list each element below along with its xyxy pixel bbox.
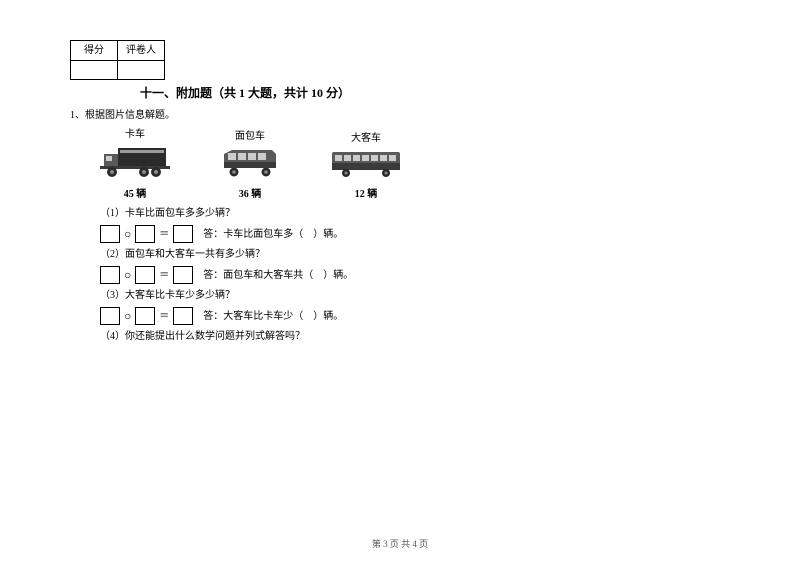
score-label: 得分 [71,41,118,61]
eq3-box3 [173,307,193,325]
eq3-equals: ＝ [159,309,169,324]
equation-2: ○ ＝ 答：面包车和大客车共（ ）辆。 [100,266,730,284]
truck-icon [100,146,170,183]
equation-3: ○ ＝ 答：大客车比卡车少（ ）辆。 [100,307,730,325]
score-box: 得分 评卷人 [70,40,165,80]
eq1-box3 [173,225,193,243]
eq2-box1 [100,266,120,284]
question-intro: 1、根据图片信息解题。 [70,108,730,123]
minibus-icon [220,148,280,183]
sub-q2: （2）面包车和大客车一共有多少辆？ [100,247,730,262]
eq3-answer: 答：大客车比卡车少（ ）辆。 [203,309,343,324]
vehicle-row: 卡车 45 辆 面包车 [100,127,730,202]
grader-label: 评卷人 [118,41,165,61]
truck-label: 卡车 [100,127,170,142]
page-footer: 第 3 页 共 4 页 [0,537,800,550]
truck-count: 45 辆 [100,187,170,202]
eq3-op: ○ [124,307,131,325]
eq2-op: ○ [124,266,131,284]
vehicle-truck: 卡车 45 辆 [100,127,170,202]
vehicle-minibus: 面包车 36 辆 [220,129,280,202]
eq2-box3 [173,266,193,284]
minibus-count: 36 辆 [220,187,280,202]
eq1-box1 [100,225,120,243]
eq3-box2 [135,307,155,325]
sub-q4: （4）你还能提出什么数学问题并列式解答吗？ [100,329,730,344]
eq1-equals: ＝ [159,227,169,242]
page-content: 得分 评卷人 十一、附加题（共 1 大题，共计 10 分） 1、根据图片信息解题… [0,0,800,344]
score-blank [71,61,118,80]
eq1-box2 [135,225,155,243]
eq1-op: ○ [124,225,131,243]
eq1-answer: 答：卡车比面包车多（ ）辆。 [203,227,343,242]
eq2-equals: ＝ [159,268,169,283]
sub-q1: （1）卡车比面包车多多少辆？ [100,206,730,221]
grader-blank [118,61,165,80]
eq2-answer: 答：面包车和大客车共（ ）辆。 [203,268,353,283]
vehicle-bus: 大客车 12 辆 [330,131,402,202]
eq3-box1 [100,307,120,325]
eq2-box2 [135,266,155,284]
bus-label: 大客车 [330,131,402,146]
sub-q3: （3）大客车比卡车少多少辆？ [100,288,730,303]
equation-1: ○ ＝ 答：卡车比面包车多（ ）辆。 [100,225,730,243]
bus-icon [330,150,402,183]
minibus-label: 面包车 [220,129,280,144]
bus-count: 12 辆 [330,187,402,202]
section-title: 十一、附加题（共 1 大题，共计 10 分） [140,84,730,102]
